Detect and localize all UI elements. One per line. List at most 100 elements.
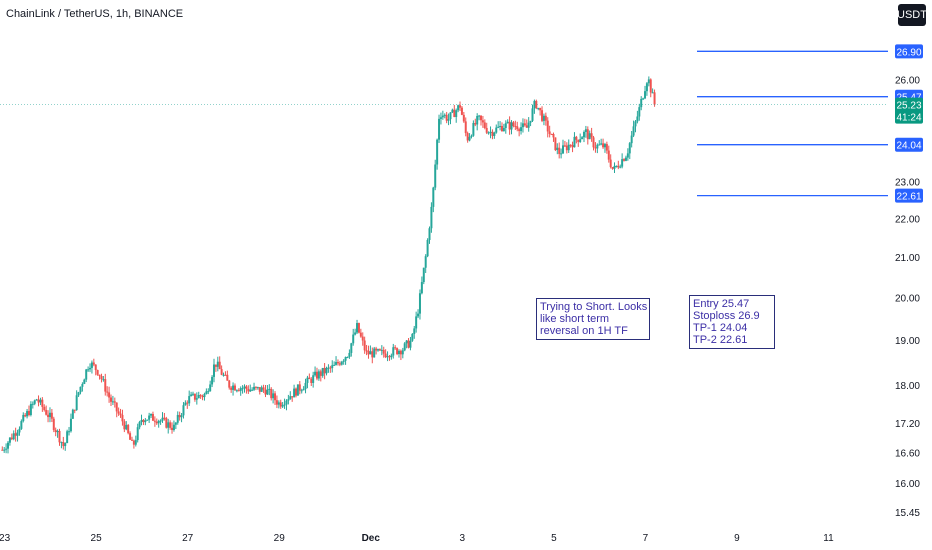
candle-body [35,399,38,401]
candle-body [453,109,456,118]
candle-body [218,361,221,370]
candle-body [521,123,524,128]
candle-body [117,411,120,414]
candle-body [611,167,614,169]
candle-body [619,166,622,168]
candle-body [415,316,418,329]
candle-body [331,365,334,369]
candle-body [361,336,364,341]
price-axis[interactable]: 26.0025.0024.0023.0022.0021.0020.0019.00… [895,44,923,519]
candle-body [228,380,231,388]
candle-body [409,340,412,348]
candle-body [508,121,511,130]
candle-body [418,293,421,314]
price-tick-label: 22.00 [895,214,920,225]
candle-body [298,384,301,391]
candle-body [460,107,463,115]
note-short-idea[interactable]: Trying to Short. Looks like short term r… [536,298,650,340]
candle-body [378,349,381,351]
candle-body [104,379,107,392]
candle-body [558,147,561,154]
candle-body [541,110,544,121]
candle-body [571,145,574,148]
currency-button[interactable]: USDT [897,4,927,26]
candle-body [45,409,48,415]
candle-body [449,112,452,120]
candle-body [590,133,593,138]
candle-body [155,421,158,424]
price-tick-label: 23.00 [895,177,920,188]
candle-body [10,437,13,440]
candle-body [197,395,200,399]
candle-body [480,115,482,121]
candle-body [321,367,324,376]
candle-body [403,343,406,351]
candle-body [176,414,179,423]
candle-body [525,125,528,128]
level-price-label-bg [895,188,923,203]
candle-body [609,159,612,168]
candle-body [481,120,484,123]
candle-body [190,394,193,397]
candle-body [335,362,338,365]
candle-body [132,440,135,445]
candle-body [312,375,315,383]
candle-body [424,256,427,268]
candle-body [510,122,513,130]
time-tick-label: 29 [274,533,286,544]
candle-body [239,388,242,391]
time-tick-label: 23 [0,533,11,544]
candle-body [647,79,650,84]
candle-body [245,386,248,389]
candle-body [588,133,591,140]
candle-body [632,126,635,136]
candle-body [468,136,471,141]
candle-body [256,387,259,389]
candle-body [363,340,366,351]
candle-body [211,376,214,385]
time-tick-label: 3 [460,533,466,544]
candle-body [157,421,160,424]
candle-body [365,350,368,352]
time-tick-label: Dec [362,533,381,544]
candle-body [130,439,133,441]
candle-body [605,144,608,151]
price-tick-label: 18.00 [895,381,920,392]
level-price-label-bg [895,137,923,152]
candle-body [375,348,378,351]
candle-body [369,351,372,355]
level-price-label: 24.04 [896,141,921,152]
candle-body [142,419,145,423]
note-trade-plan[interactable]: Entry 25.47 Stoploss 26.9 TP-1 24.04 TP-… [689,295,775,349]
time-tick-label: 25 [91,533,103,544]
candle-body [569,144,572,146]
candle-body [443,114,446,116]
candle-body [136,427,139,441]
candle-body [48,412,51,418]
candle-body [41,399,44,407]
candle-body [43,406,46,410]
candle-body [333,364,336,366]
candle-body [98,374,101,376]
candle-body [336,362,339,364]
current-price-label: 25.23 [896,101,921,112]
candle-body [306,377,309,383]
candle-body [296,384,299,396]
candle-body [262,387,265,390]
candle-body [159,420,162,422]
candle-body [342,360,345,362]
candle-body [150,413,153,416]
candle-body [489,131,492,133]
candle-body [205,391,208,394]
candle-body [69,418,72,432]
candle-body [127,424,130,434]
candle-body [466,133,469,141]
candle-body [64,443,67,447]
candle-body [3,449,6,451]
time-axis[interactable]: 23 25 27 29 Dec 3 5 7 9 11 [0,533,834,544]
candle-body [573,136,576,148]
note-line: like short term [540,313,610,325]
candle-body [224,374,227,376]
candle-body [79,386,82,393]
